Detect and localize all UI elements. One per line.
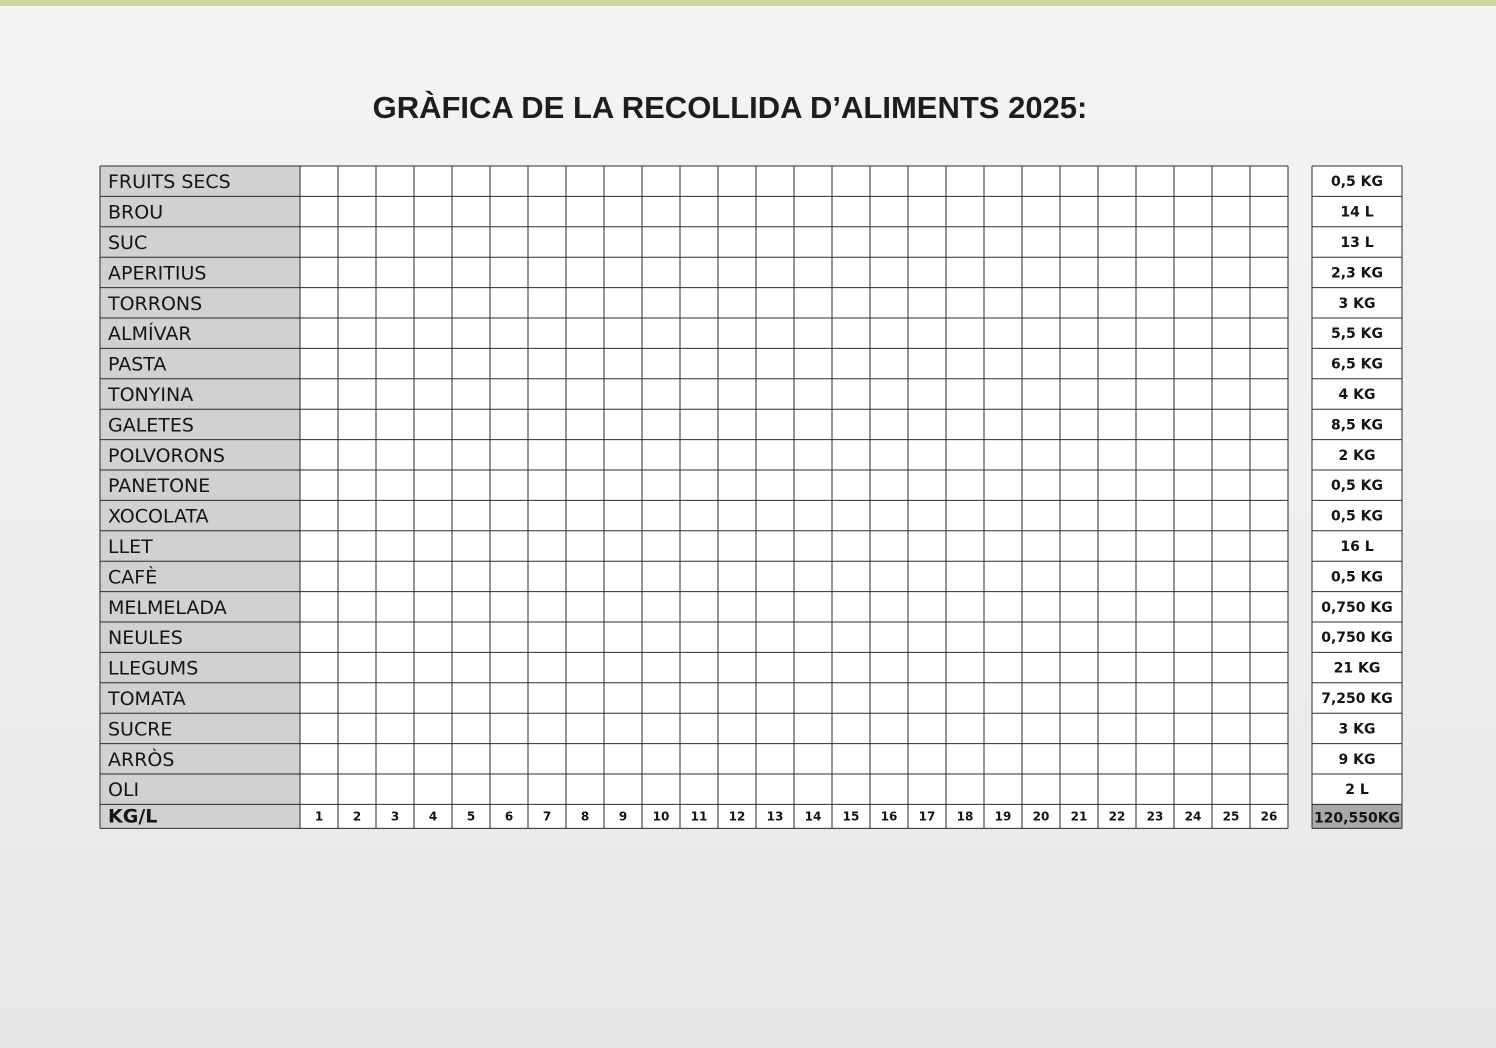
value-label: 7,250 KG	[1321, 691, 1393, 707]
value-label: 0,5 KG	[1331, 569, 1383, 585]
value-label: 2,3 KG	[1331, 265, 1383, 281]
tick-label: 10	[653, 809, 670, 823]
axis-label: KG/L	[108, 805, 157, 827]
grid	[99, 165, 1403, 829]
chart-title: GRÀFICA DE LA RECOLLIDA D’ALIMENTS 2025:	[372, 90, 1088, 125]
tick-label: 12	[729, 809, 746, 823]
label-column-background	[100, 166, 300, 829]
tick-label: 23	[1147, 809, 1164, 823]
value-label-column	[1312, 166, 1402, 829]
category-label-column	[100, 166, 300, 829]
tick-label: 11	[691, 809, 708, 823]
value-label: 2 L	[1345, 782, 1369, 798]
tick-label: 16	[881, 809, 898, 823]
tick-label: 22	[1109, 809, 1126, 823]
category-label: LLET	[108, 536, 153, 558]
top-strip	[0, 0, 1496, 6]
tick-label: 5	[467, 809, 475, 823]
value-label: 5,5 KG	[1331, 326, 1383, 342]
value-label: 0,750 KG	[1321, 600, 1393, 616]
category-label: MELMELADA	[108, 597, 227, 619]
total-cell-background	[1312, 804, 1402, 829]
tick-label: 2	[353, 809, 361, 823]
tick-label: 18	[957, 809, 974, 823]
texts: FRUITS SECS BROU SUC APERITIUS TORRONS ALMÍVA…	[107, 171, 1400, 827]
tick-label: 17	[919, 809, 936, 823]
value-label: 2 KG	[1339, 448, 1376, 464]
tick-label: 9	[619, 809, 627, 823]
category-label: TORRONS	[107, 293, 202, 315]
tick-label: 26	[1261, 809, 1278, 823]
tick-label: 24	[1185, 809, 1202, 823]
category-label: SUC	[108, 232, 147, 254]
category-label: TOMATA	[107, 688, 186, 710]
category-label: PASTA	[108, 354, 166, 376]
x-ticks: 1 2 3 4 5 6 7 8 9 10 11 12 13 14 15 16 17 18 19 20 21 22 23 24 2…	[315, 809, 1278, 823]
value-label: 13 L	[1340, 235, 1373, 251]
value-label: 3 KG	[1339, 721, 1376, 737]
total-label: 120,550KG	[1314, 810, 1400, 826]
value-label: 16 L	[1340, 539, 1373, 555]
tick-label: 25	[1223, 809, 1240, 823]
value-label: 14 L	[1340, 205, 1373, 221]
tick-label: 20	[1033, 809, 1050, 823]
value-label: 6,5 KG	[1331, 357, 1383, 373]
tick-label: 15	[843, 809, 860, 823]
tick-label: 1	[315, 809, 323, 823]
category-label: APERITIUS	[108, 262, 206, 284]
value-label: 4 KG	[1339, 387, 1376, 403]
category-label: XOCOLATA	[108, 506, 209, 528]
category-label: ARRÒS	[108, 747, 174, 771]
category-label: BROU	[108, 202, 163, 224]
tick-label: 13	[767, 809, 784, 823]
value-label: 0,5 KG	[1331, 478, 1383, 494]
category-label: CAFÈ	[108, 565, 157, 588]
category-label: SUCRE	[108, 718, 172, 740]
category-label: OLI	[108, 779, 139, 801]
tick-label: 19	[995, 809, 1012, 823]
value-label: 9 KG	[1339, 752, 1376, 768]
tick-label: 7	[543, 809, 551, 823]
category-label: ALMÍVAR	[108, 322, 192, 345]
value-label: 0,750 KG	[1321, 630, 1393, 646]
category-label: POLVORONS	[108, 445, 225, 467]
value-label: 0,5 KG	[1331, 509, 1383, 525]
value-label: 3 KG	[1339, 296, 1376, 312]
tick-label: 8	[581, 809, 589, 823]
tick-label: 6	[505, 809, 513, 823]
category-label: NEULES	[108, 627, 183, 649]
tick-label: 21	[1071, 809, 1088, 823]
value-column-background	[1312, 166, 1402, 805]
category-label: FRUITS SECS	[108, 171, 231, 193]
value-label: 21 KG	[1334, 661, 1381, 677]
tick-label: 3	[391, 809, 399, 823]
tick-label: 14	[805, 809, 822, 823]
category-label: TONYINA	[107, 384, 193, 406]
category-label: PANETONE	[108, 475, 210, 497]
tick-label: 4	[429, 809, 437, 823]
value-label: 0,5 KG	[1331, 174, 1383, 190]
category-label: LLEGUMS	[108, 658, 198, 680]
value-label: 8,5 KG	[1331, 417, 1383, 433]
category-label: GALETES	[108, 414, 194, 436]
